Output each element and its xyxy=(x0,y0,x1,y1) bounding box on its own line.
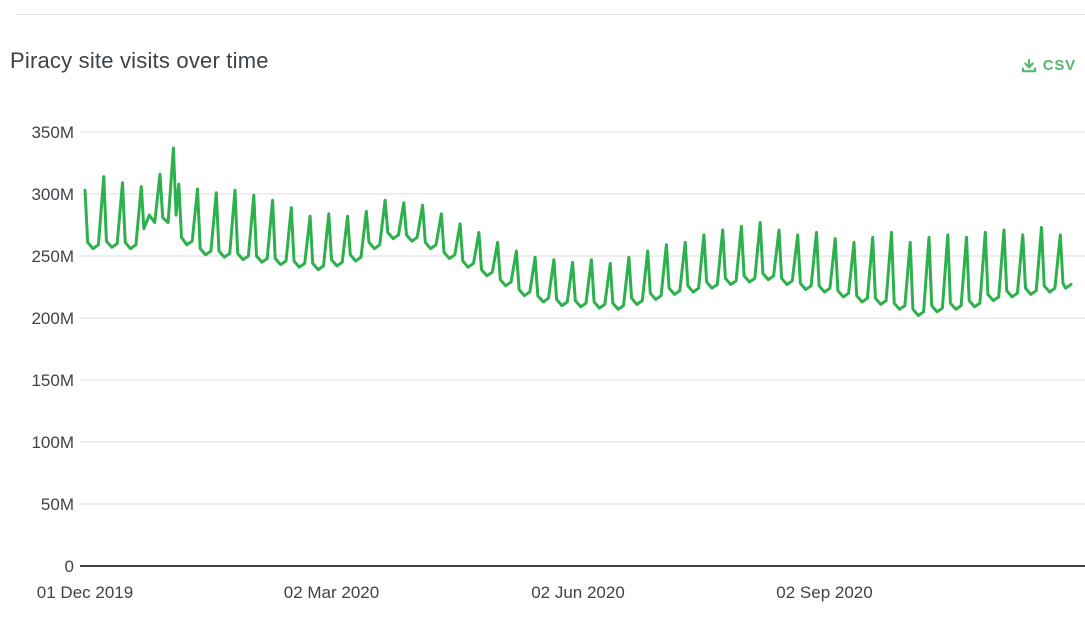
x-axis-tick-label: 02 Mar 2020 xyxy=(284,583,379,602)
top-divider xyxy=(16,14,1085,15)
y-axis-tick-label: 0 xyxy=(65,557,74,576)
chart-title: Piracy site visits over time xyxy=(10,48,269,73)
y-axis-tick-label: 300M xyxy=(31,185,74,204)
csv-download-button[interactable]: CSV xyxy=(1017,55,1080,76)
y-axis-tick-label: 350M xyxy=(31,123,74,142)
visits-series-line xyxy=(83,146,1073,317)
download-icon xyxy=(1021,58,1037,74)
x-axis-tick-label: 01 Dec 2019 xyxy=(37,583,133,602)
y-axis-tick-label: 250M xyxy=(31,247,74,266)
x-axis-tick-label: 02 Sep 2020 xyxy=(776,583,872,602)
y-axis-tick-label: 50M xyxy=(41,495,74,514)
y-axis-tick-label: 200M xyxy=(31,309,74,328)
x-axis-tick-label: 02 Jun 2020 xyxy=(531,583,625,602)
csv-download-label: CSV xyxy=(1042,57,1076,74)
y-axis-tick-label: 100M xyxy=(31,433,74,452)
y-axis-tick-label: 150M xyxy=(31,371,74,390)
